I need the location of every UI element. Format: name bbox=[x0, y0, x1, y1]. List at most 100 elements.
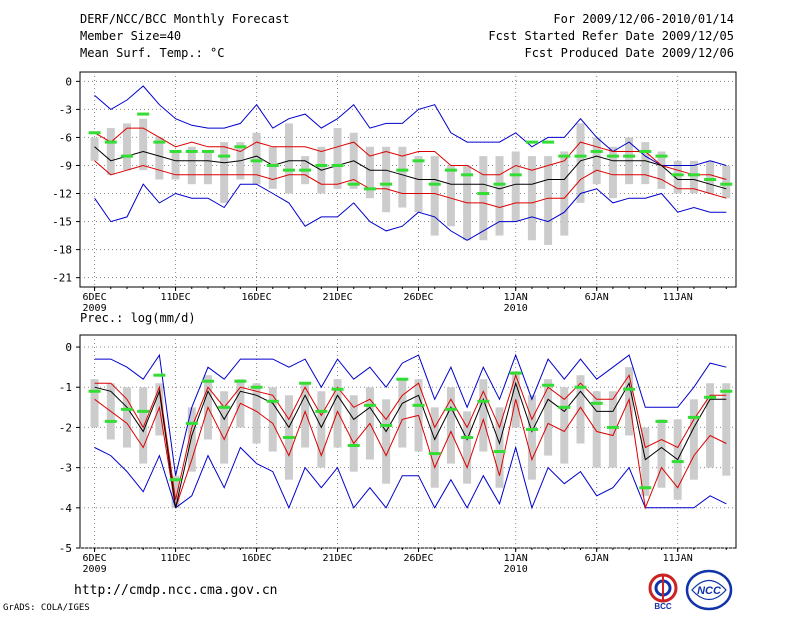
temp-xtick-label: 16DEC bbox=[241, 292, 271, 303]
prec-spread-box bbox=[382, 399, 391, 484]
temp-xtick-label: 6JAN bbox=[585, 292, 609, 303]
prec-control-marker bbox=[509, 371, 522, 375]
prec-xtick-year: 2009 bbox=[83, 564, 107, 575]
prec-xtick-label: 16DEC bbox=[241, 553, 271, 564]
temp-control-marker bbox=[525, 140, 538, 144]
chart-title: DERF/NCC/BCC Monthly Forecast bbox=[80, 12, 290, 26]
temp-max-line bbox=[94, 85, 727, 166]
prec-control-marker bbox=[331, 387, 344, 391]
forecast-started-date: Fcst Started Refer Date 2009/12/05 bbox=[488, 29, 734, 43]
temp-control-marker bbox=[266, 163, 279, 167]
temp-spread-box bbox=[592, 137, 601, 185]
temp-spread-box bbox=[446, 165, 455, 227]
prec-control-marker bbox=[153, 373, 166, 377]
prec-spread-box bbox=[576, 375, 585, 444]
temp-ytick-label: -15 bbox=[52, 216, 72, 229]
temp-control-marker bbox=[169, 149, 182, 153]
prec-control-marker bbox=[461, 435, 474, 439]
temp-ytick-label: -6 bbox=[59, 131, 72, 144]
temp-control-marker bbox=[461, 173, 474, 177]
temp-control-marker bbox=[396, 168, 409, 172]
prec-control-marker bbox=[299, 381, 312, 385]
temp-control-marker bbox=[380, 182, 393, 186]
prec-q-low-line bbox=[94, 397, 727, 510]
temp-spread-box bbox=[495, 156, 504, 236]
prec-spread-box bbox=[463, 411, 472, 484]
temp-spread-box bbox=[608, 146, 617, 199]
temp-control-marker bbox=[428, 182, 441, 186]
temp-control-marker bbox=[234, 145, 247, 149]
temp-ytick-label: -12 bbox=[52, 188, 72, 201]
temp-control-marker bbox=[137, 112, 150, 116]
temp-spread-box bbox=[657, 151, 666, 189]
prec-control-marker bbox=[412, 403, 425, 407]
prec-spread-box bbox=[90, 379, 99, 428]
temp-control-marker bbox=[623, 154, 636, 158]
temp-spread-box bbox=[333, 128, 342, 189]
prec-control-marker bbox=[444, 407, 457, 411]
temp-control-marker bbox=[88, 131, 101, 135]
prec-spread-box bbox=[479, 379, 488, 452]
prec-control-marker bbox=[606, 425, 619, 429]
prec-panel-title: Prec.: log(mm/d) bbox=[80, 311, 196, 325]
temp-xtick-year: 2010 bbox=[504, 303, 528, 314]
prec-spread-box bbox=[187, 407, 196, 472]
prec-control-marker bbox=[201, 379, 214, 383]
prec-control-marker bbox=[266, 399, 279, 403]
temp-min-line bbox=[94, 183, 727, 241]
temp-control-marker bbox=[282, 168, 295, 172]
temp-control-marker bbox=[412, 159, 425, 163]
temp-spread-box bbox=[544, 156, 553, 245]
prec-spread-box bbox=[722, 383, 731, 476]
prec-spread-box bbox=[657, 419, 666, 488]
temp-control-marker bbox=[574, 154, 587, 158]
temp-spread-box bbox=[122, 123, 131, 171]
temp-xtick-label: 11DEC bbox=[161, 292, 191, 303]
prec-control-marker bbox=[542, 383, 555, 387]
prec-spread-box bbox=[349, 395, 358, 472]
temp-ytick-label: -3 bbox=[59, 103, 72, 116]
temp-control-marker bbox=[331, 163, 344, 167]
prec-ytick-label: -3 bbox=[59, 462, 72, 475]
temp-control-marker bbox=[590, 149, 603, 153]
prec-spread-box bbox=[171, 475, 180, 508]
temp-spread-box bbox=[187, 146, 196, 185]
prec-ytick-label: -2 bbox=[59, 421, 72, 434]
prec-control-marker bbox=[704, 395, 717, 399]
temp-control-marker bbox=[477, 192, 490, 196]
prec-spread-box bbox=[706, 383, 715, 468]
prec-xtick-label: 11JAN bbox=[663, 553, 693, 564]
prec-q-high-line bbox=[94, 373, 727, 500]
temp-control-marker bbox=[250, 159, 263, 163]
temp-xtick-year: 2009 bbox=[83, 303, 107, 314]
temp-spread-box bbox=[414, 156, 423, 213]
prec-control-marker bbox=[590, 401, 603, 405]
temp-ytick-label: -9 bbox=[59, 159, 72, 172]
temp-q-low-line bbox=[94, 160, 727, 209]
temp-xtick-label: 6DEC bbox=[83, 292, 107, 303]
temp-mean-line bbox=[94, 146, 727, 190]
bcc-logo: BCC bbox=[648, 573, 678, 610]
temp-xtick-label: 1JAN bbox=[504, 292, 528, 303]
temp-control-marker bbox=[687, 173, 700, 177]
prec-ytick-label: 0 bbox=[65, 341, 72, 354]
temp-spread-box bbox=[398, 146, 407, 208]
temp-control-marker bbox=[104, 140, 117, 144]
temp-control-marker bbox=[153, 140, 166, 144]
ncc-logo-text: NCC bbox=[697, 585, 722, 597]
temp-spread-box bbox=[106, 128, 115, 175]
prec-spread-box bbox=[608, 391, 617, 468]
temp-control-marker bbox=[720, 182, 733, 186]
source-url[interactable]: http://cmdp.ncc.cma.gov.cn bbox=[74, 583, 278, 598]
temp-spread-box bbox=[527, 156, 536, 241]
prec-control-marker bbox=[88, 389, 101, 393]
prec-xtick-label: 11DEC bbox=[161, 553, 191, 564]
prec-spread-box bbox=[268, 387, 277, 452]
prec-spread-box bbox=[301, 383, 310, 448]
temp-control-marker bbox=[185, 149, 198, 153]
temp-spread-box bbox=[139, 118, 148, 171]
prec-control-marker bbox=[169, 478, 182, 482]
prec-xtick-year: 2010 bbox=[504, 564, 528, 575]
temp-control-marker bbox=[299, 168, 312, 172]
